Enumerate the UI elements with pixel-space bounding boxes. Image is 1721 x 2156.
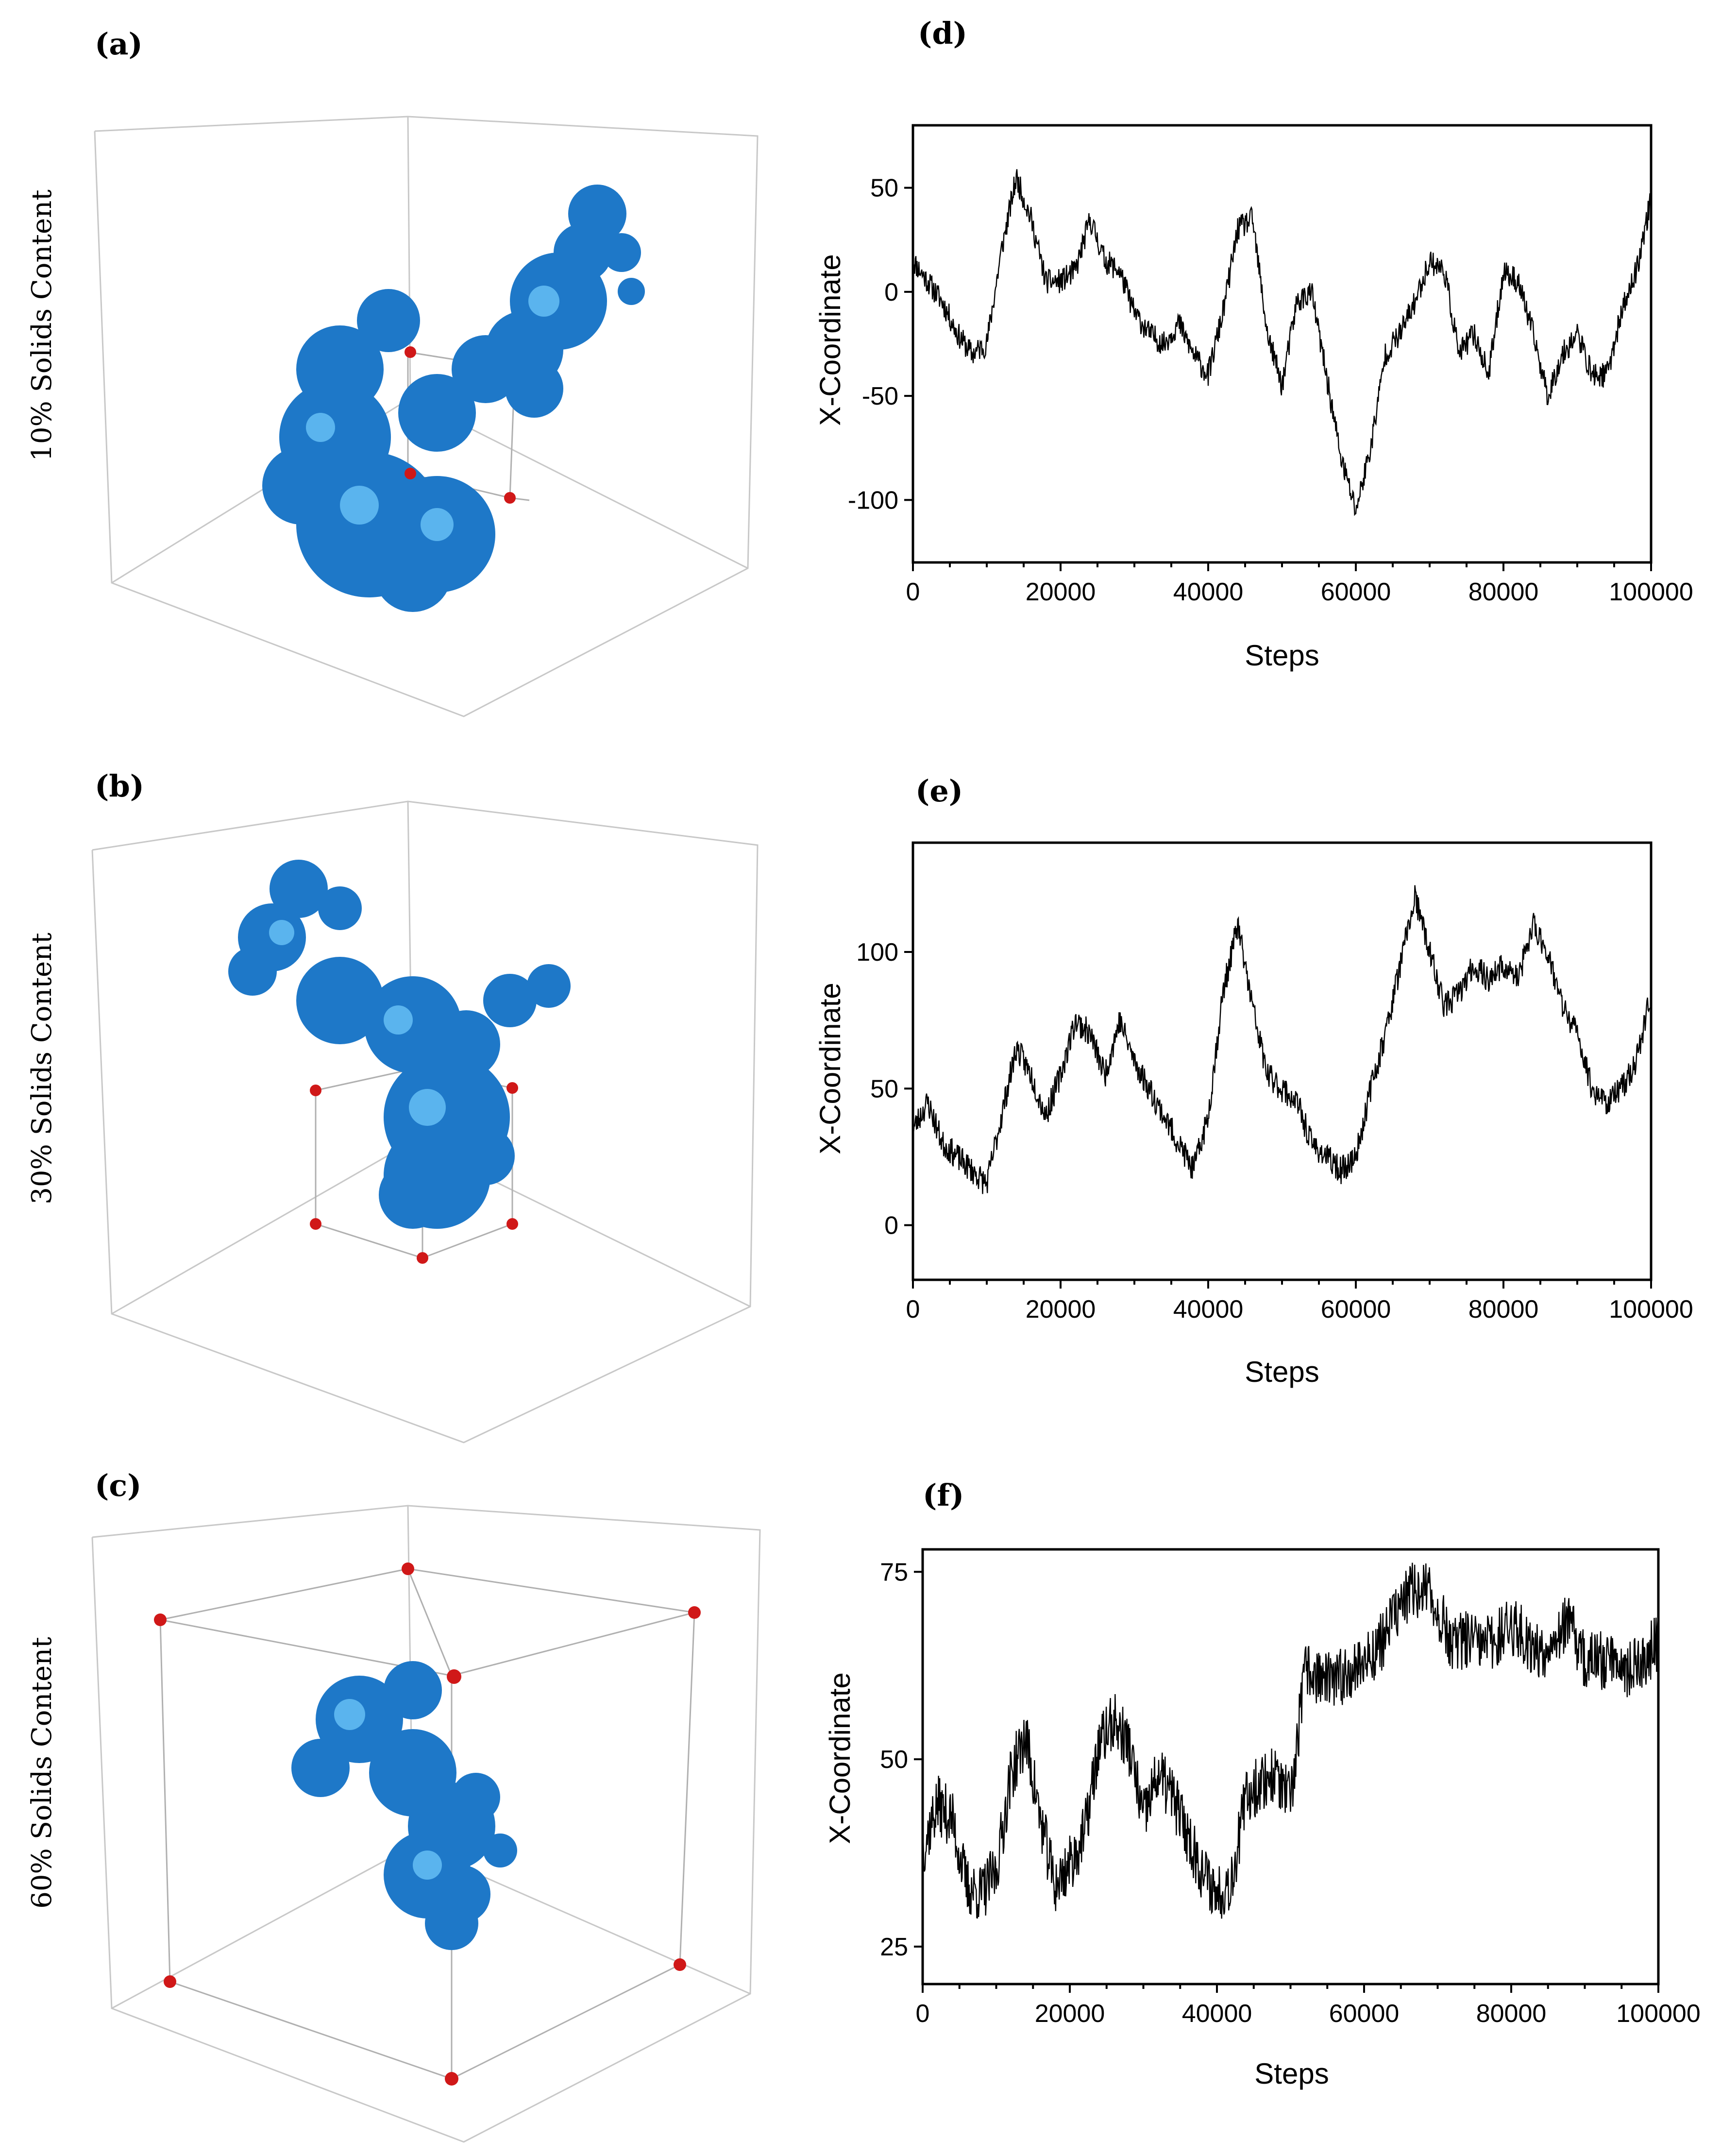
chart-d-label: (d) <box>918 16 967 51</box>
chart-e-series-line <box>912 885 1652 1194</box>
chart-d-x-axis-title: Steps <box>1245 639 1319 672</box>
panel-b-side-label: 30% Solids Content <box>26 933 58 1205</box>
chart-f-x-tick-label: 100000 <box>1616 2000 1701 2028</box>
panel-c-corner-markers <box>154 1562 701 2086</box>
panel-c-particle-cluster <box>291 1661 517 1950</box>
chart-d-x-tick-label: 40000 <box>1173 578 1244 606</box>
panel-b-3d-box: (b) 30% Solids Content <box>26 768 759 1443</box>
chart-e-x-tick-label: 40000 <box>1173 1295 1244 1324</box>
chart-d: (d) X-Coordinate Steps 0 20000 40000 60000 8… <box>814 16 1693 672</box>
chart-f-y-axis-title: X-Coordinate <box>824 1672 856 1844</box>
panel-a-particle-cluster <box>262 185 645 612</box>
chart-f-series-line <box>922 1562 1659 1919</box>
chart-d-x-tick-label: 0 <box>906 578 920 606</box>
chart-f-y-tick-label: 50 <box>880 1746 908 1774</box>
chart-e-x-tick-label: 0 <box>906 1295 920 1324</box>
chart-f-x-tick-label: 0 <box>916 2000 930 2028</box>
chart-f-y-tick-label: 75 <box>880 1558 908 1586</box>
panel-b-label: (b) <box>95 768 144 804</box>
chart-e-x-tick-label: 100000 <box>1609 1295 1693 1324</box>
panel-a-corner-markers <box>405 346 516 504</box>
chart-d-frame <box>911 124 1653 564</box>
chart-d-y-tick-label: -50 <box>862 382 898 410</box>
chart-d-y-tick-label: 50 <box>870 174 898 203</box>
panel-c-label: (c) <box>95 1468 141 1503</box>
panel-a-side-label: 10% Solids Content <box>26 189 58 461</box>
chart-d-x-tick-label: 100000 <box>1609 578 1693 606</box>
chart-f-x-tick-label: 80000 <box>1476 2000 1547 2028</box>
chart-e-x-tick-label: 20000 <box>1026 1295 1096 1324</box>
chart-d-y-tick-label: -100 <box>848 486 898 514</box>
chart-f: (f) X-Coordinate Steps 0 20000 40000 60000 8… <box>824 1477 1701 2090</box>
chart-f-x-axis-title: Steps <box>1254 2057 1329 2090</box>
chart-e: (e) X-Coordinate Steps 0 20000 40000 60000 8… <box>814 773 1693 1388</box>
panel-c-side-label: 60% Solids Content <box>26 1637 58 1909</box>
chart-f-frame <box>921 1548 1660 1986</box>
chart-f-x-tick-label: 40000 <box>1182 2000 1252 2028</box>
chart-d-x-tick-label: 80000 <box>1468 578 1539 606</box>
chart-d-series-line <box>912 169 1652 516</box>
chart-d-y-axis-title: X-Coordinate <box>814 254 846 426</box>
chart-f-label: (f) <box>923 1477 964 1513</box>
chart-d-x-tick-label: 60000 <box>1321 578 1391 606</box>
chart-e-x-tick-label: 60000 <box>1321 1295 1391 1324</box>
panel-a-label: (a) <box>95 26 143 62</box>
chart-f-x-tick-label: 60000 <box>1329 2000 1400 2028</box>
chart-d-y-tick-label: 0 <box>884 278 898 306</box>
chart-e-y-tick-label: 0 <box>884 1212 898 1240</box>
chart-d-x-tick-label: 20000 <box>1026 578 1096 606</box>
panel-c-3d-box: (c) 60% Solids Content <box>26 1468 761 2143</box>
chart-e-x-axis-title: Steps <box>1245 1356 1319 1388</box>
chart-e-label: (e) <box>915 773 963 809</box>
panel-a-3d-box: (a) 10% Solids Content <box>26 26 759 717</box>
chart-e-x-tick-label: 80000 <box>1468 1295 1539 1324</box>
chart-f-x-tick-label: 20000 <box>1035 2000 1105 2028</box>
chart-e-y-tick-label: 100 <box>856 938 898 967</box>
chart-e-y-tick-label: 50 <box>870 1075 898 1103</box>
panel-b-particle-cluster <box>228 860 571 1229</box>
chart-f-y-tick-label: 25 <box>880 1933 908 1961</box>
panel-b-corner-markers <box>310 1082 518 1264</box>
chart-e-y-axis-title: X-Coordinate <box>814 983 846 1154</box>
